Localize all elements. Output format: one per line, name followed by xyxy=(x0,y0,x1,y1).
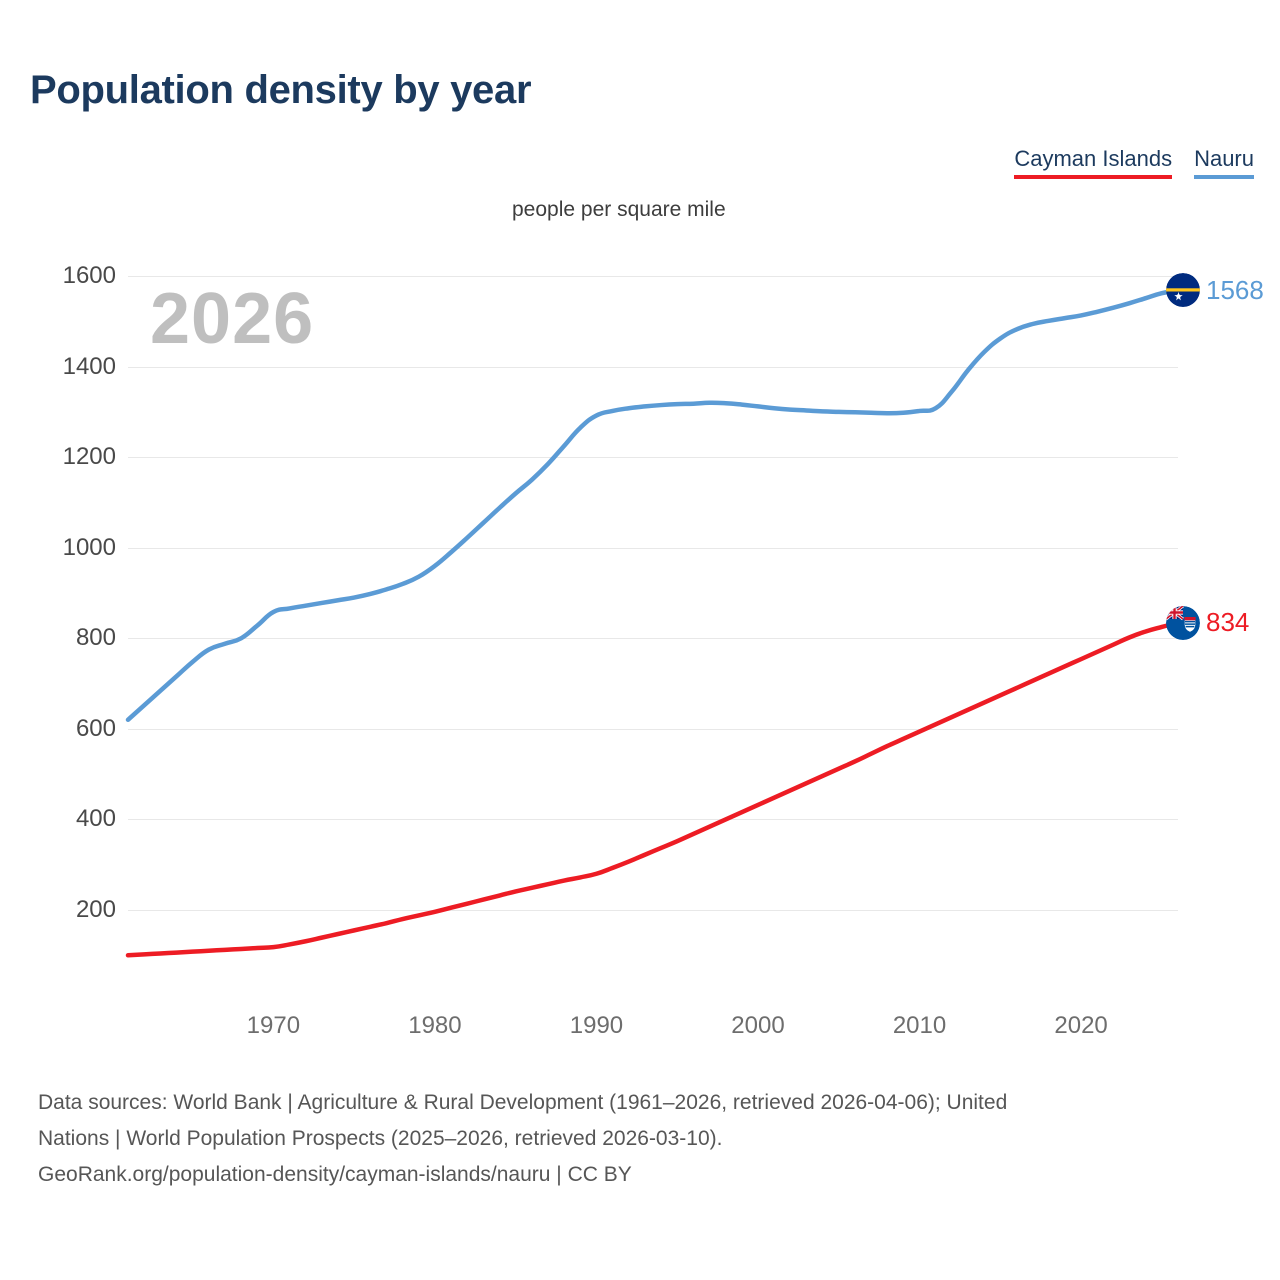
x-tick-label: 2020 xyxy=(1054,1012,1108,1039)
y-tick-label: 400 xyxy=(75,805,116,833)
footer-line-2: Nations | World Population Prospects (20… xyxy=(38,1127,723,1150)
legend-rule-nauru xyxy=(1194,175,1254,179)
legend-rule-cayman-islands xyxy=(1014,175,1173,179)
series-line-cayman-islands xyxy=(125,620,1181,958)
y-tick-label: 800 xyxy=(75,624,116,652)
nauru-endpoint[interactable]: 1568 xyxy=(1166,273,1264,308)
legend-item-nauru[interactable]: Nauru xyxy=(1194,146,1254,179)
y-tick-label: 1000 xyxy=(62,533,116,561)
nauru-endpoint-value: 1568 xyxy=(1206,274,1264,305)
x-tick-label: 1970 xyxy=(246,1012,301,1039)
gridline xyxy=(128,276,1178,277)
footer-line-3: GeoRank.org/population-density/cayman-is… xyxy=(38,1163,632,1186)
legend-label-nauru: Nauru xyxy=(1194,146,1254,171)
x-tick-label: 2000 xyxy=(731,1012,785,1039)
y-tick-label: 200 xyxy=(75,896,116,923)
gridline xyxy=(128,547,1178,549)
cayman-endpoint[interactable]: 834 xyxy=(1166,605,1250,640)
gridline xyxy=(128,819,1178,821)
year-watermark: 2026 xyxy=(150,279,315,359)
footer-line-1: Data sources: World Bank | Agriculture &… xyxy=(38,1091,1008,1114)
x-tick-label: 1980 xyxy=(408,1012,462,1039)
nauru-flag-icon xyxy=(1166,273,1200,308)
legend-label-cayman-islands: Cayman Islands xyxy=(1014,146,1173,171)
y-tick-label: 1600 xyxy=(62,262,116,289)
cayman-endpoint-value: 834 xyxy=(1206,607,1250,638)
chart-unit-label: people per square mile xyxy=(512,198,726,221)
legend: Cayman Islands Nauru xyxy=(1014,146,1254,179)
gridline xyxy=(128,638,1178,640)
gridline xyxy=(128,457,1178,459)
gridline xyxy=(128,728,1178,730)
y-tick-label: 1200 xyxy=(62,443,116,471)
gridline xyxy=(128,366,1178,368)
y-tick-label: 1400 xyxy=(62,352,116,380)
page-title: Population density by year xyxy=(30,68,532,112)
gridline xyxy=(128,910,1178,911)
x-tick-label: 2010 xyxy=(892,1012,947,1039)
x-tick-label: 1990 xyxy=(569,1012,624,1039)
footer-sources: Data sources: World Bank | Agriculture &… xyxy=(38,1085,1258,1193)
y-tick-label: 600 xyxy=(75,714,116,742)
legend-item-cayman-islands[interactable]: Cayman Islands xyxy=(1014,146,1173,179)
cayman-islands-flag-icon xyxy=(1166,605,1200,640)
